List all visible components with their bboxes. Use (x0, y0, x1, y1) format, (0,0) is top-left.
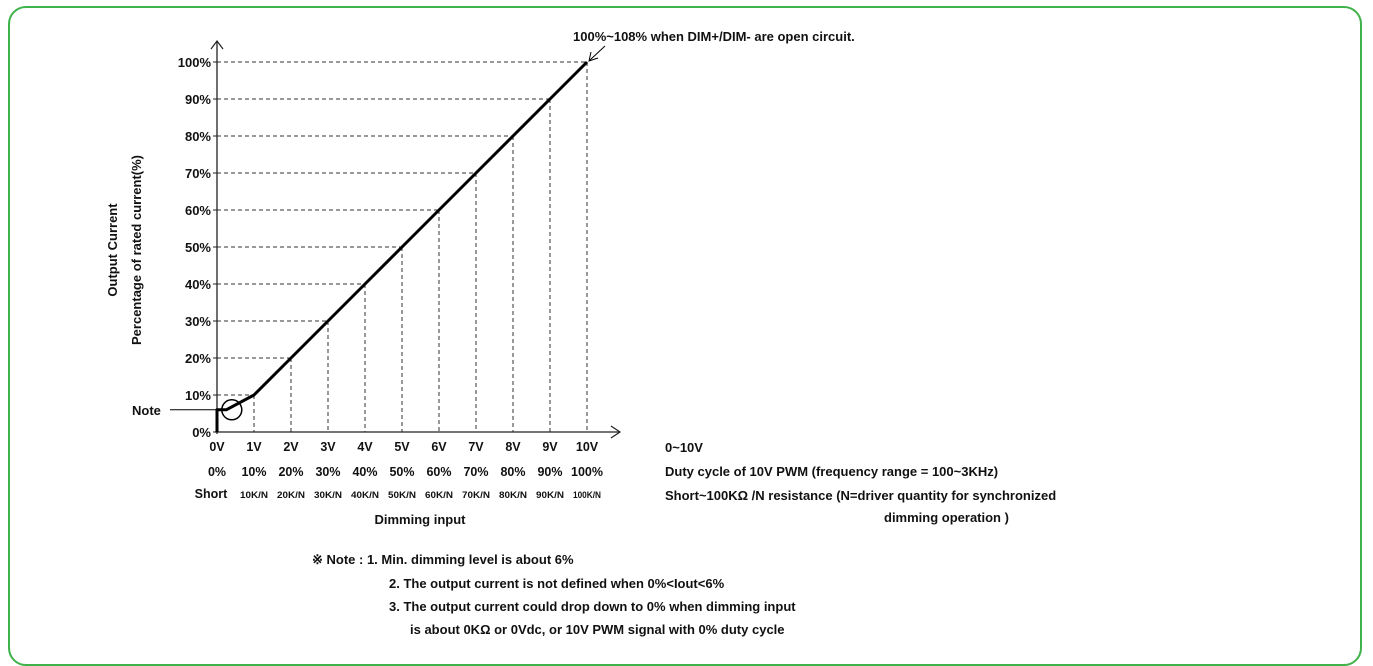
x-axis-arrow (610, 425, 622, 439)
row-label-resistance-2: dimming operation ) (884, 510, 1009, 525)
x-tick-pwm-7: 70% (463, 465, 488, 479)
top-annotation-pointer (589, 45, 606, 61)
x-tick-voltage-5: 5V (394, 440, 410, 454)
x-tick-resistance-4: 40K/N (351, 490, 379, 500)
x-tick-voltage-9: 9V (542, 440, 558, 454)
x-tick-pwm-6: 60% (426, 465, 451, 479)
top-annotation-arrowhead (588, 51, 599, 62)
note-line-2: 2. The output current is not defined whe… (389, 576, 725, 591)
y-tick-label-30: 30% (185, 314, 211, 329)
x-tick-pwm-1: 10% (241, 465, 266, 479)
x-tick-pwm-9: 90% (537, 465, 562, 479)
x-tick-voltage-2: 2V (283, 440, 299, 454)
x-tick-voltage-8: 8V (505, 440, 521, 454)
x-tick-resistance-1: 10K/N (240, 490, 268, 500)
x-tick-resistance-8: 80K/N (499, 490, 527, 500)
x-tick-resistance-10: 100K/N (573, 490, 601, 500)
y-tick-label-80: 80% (185, 129, 211, 144)
row-label-voltage: 0~10V (665, 440, 703, 455)
y-axis-arrow (210, 40, 224, 50)
x-tick-resistance-0: Short (195, 487, 228, 501)
x-tick-voltage-10: 10V (576, 440, 599, 454)
row-label-resistance-1: Short~100KΩ /N resistance (N=driver quan… (665, 488, 1056, 503)
x-axis-label: Dimming input (375, 512, 467, 527)
y-tick-label-50: 50% (185, 240, 211, 255)
y-tick-label-0: 0% (192, 425, 211, 440)
x-tick-voltage-7: 7V (468, 440, 484, 454)
y-tick-label-100: 100% (178, 55, 212, 70)
note-marker-label: Note (132, 403, 161, 418)
y-tick-label-70: 70% (185, 166, 211, 181)
y-tick-label-60: 60% (185, 203, 211, 218)
y-tick-label-20: 20% (185, 351, 211, 366)
x-tick-resistance-3: 30K/N (314, 490, 342, 500)
note-line-4: is about 0KΩ or 0Vdc, or 10V PWM signal … (410, 622, 785, 637)
series-line-0 (215, 60, 589, 432)
top-annotation: 100%~108% when DIM+/DIM- are open circui… (573, 29, 855, 44)
note-line-3: 3. The output current could drop down to… (389, 599, 796, 614)
x-tick-pwm-2: 20% (278, 465, 303, 479)
row-label-pwm: Duty cycle of 10V PWM (frequency range =… (665, 464, 998, 479)
y-tick-label-90: 90% (185, 92, 211, 107)
x-tick-voltage-0: 0V (209, 440, 225, 454)
x-tick-voltage-6: 6V (431, 440, 447, 454)
note-line-1: ※ Note : 1. Min. dimming level is about … (312, 552, 574, 567)
x-tick-resistance-2: 20K/N (277, 490, 305, 500)
x-tick-voltage-3: 3V (320, 440, 336, 454)
x-tick-pwm-4: 40% (352, 465, 377, 479)
y-axis-label-1: Output Current (105, 203, 120, 297)
x-tick-pwm-8: 80% (500, 465, 525, 479)
y-tick-label-10: 10% (185, 388, 211, 403)
x-tick-resistance-7: 70K/N (462, 490, 490, 500)
y-axis-label-2: Percentage of rated current(%) (129, 155, 144, 345)
y-tick-label-40: 40% (185, 277, 211, 292)
x-tick-resistance-5: 50K/N (388, 490, 416, 500)
x-tick-pwm-3: 30% (315, 465, 340, 479)
x-tick-voltage-4: 4V (357, 440, 373, 454)
x-tick-resistance-9: 90K/N (536, 490, 564, 500)
x-tick-voltage-1: 1V (246, 440, 262, 454)
x-tick-pwm-10: 100% (571, 465, 603, 479)
x-tick-resistance-6: 60K/N (425, 490, 453, 500)
x-tick-pwm-0: 0% (208, 465, 226, 479)
x-tick-pwm-5: 50% (389, 465, 414, 479)
